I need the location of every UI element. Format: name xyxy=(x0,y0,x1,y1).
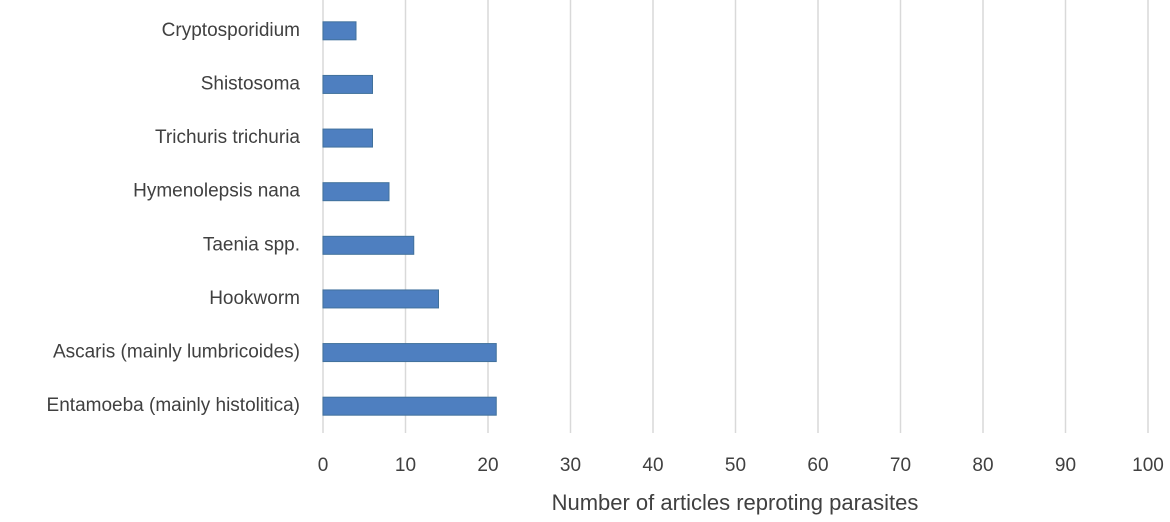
bar xyxy=(322,343,497,363)
x-tick-label: 10 xyxy=(395,455,416,476)
x-tick-label: 60 xyxy=(807,455,828,476)
x-tick-label: 80 xyxy=(972,455,993,476)
bar xyxy=(322,128,373,148)
y-tick-label: Shistosoma xyxy=(201,73,301,94)
x-tick-label: 50 xyxy=(725,455,746,476)
y-tick-label: Entamoeba (mainly histolitica) xyxy=(47,395,300,416)
x-axis-title: Number of articles reproting parasites xyxy=(552,490,919,515)
x-tick-label: 70 xyxy=(890,455,911,476)
bar xyxy=(322,396,497,416)
x-tick-label: 20 xyxy=(477,455,498,476)
y-tick-label: Trichuris trichuria xyxy=(155,127,300,148)
y-tick-label: Ascaris (mainly lumbricoides) xyxy=(53,342,300,363)
x-tick-label: 40 xyxy=(642,455,663,476)
bar xyxy=(322,21,357,41)
y-tick-label: Taenia spp. xyxy=(203,234,300,255)
y-tick-label: Hookworm xyxy=(209,288,300,309)
bar xyxy=(322,235,415,255)
bar xyxy=(322,289,439,309)
bar xyxy=(322,74,373,94)
y-tick-label: Hymenolepsis nana xyxy=(133,181,300,202)
y-tick-label: Cryptosporidium xyxy=(162,20,300,41)
x-tick-label: 30 xyxy=(560,455,581,476)
x-tick-label: 0 xyxy=(318,455,329,476)
x-tick-label: 100 xyxy=(1132,455,1164,476)
x-tick-label: 90 xyxy=(1055,455,1076,476)
bar xyxy=(322,182,390,202)
